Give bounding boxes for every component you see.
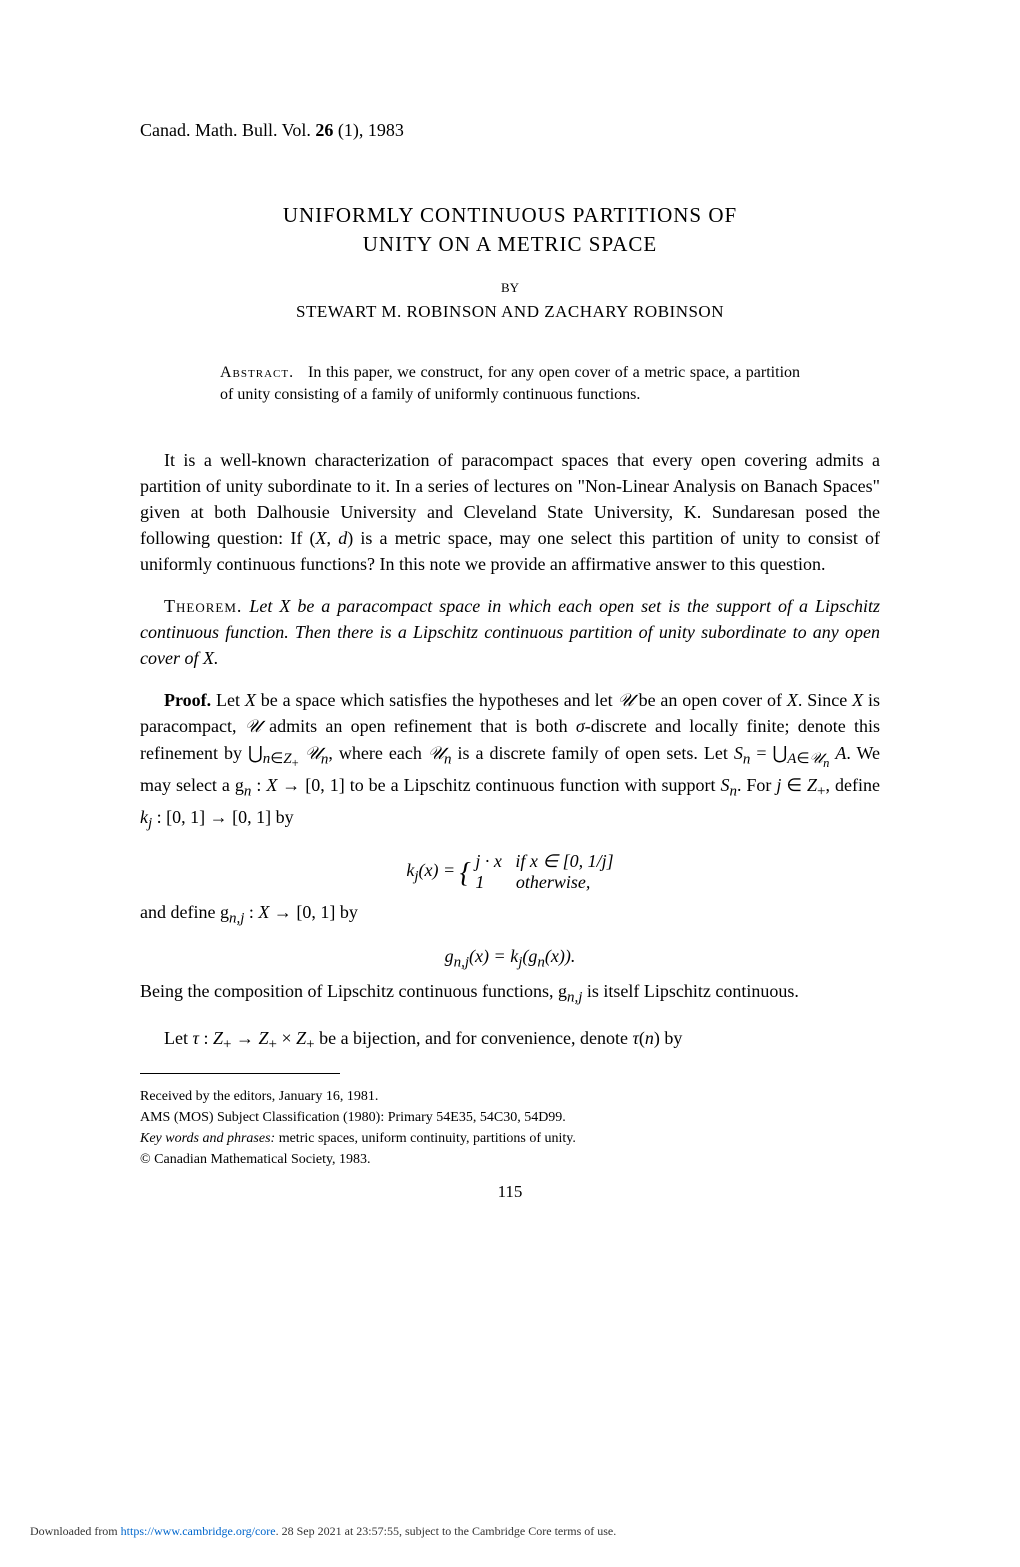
authors: STEWART M. ROBINSON AND ZACHARY ROBINSON [140, 302, 880, 322]
proof-text-3: Being the composition of Lipschitz conti… [140, 981, 799, 1001]
journal-volume: 26 [315, 120, 333, 140]
footnote-received: Received by the editors, January 16, 198… [140, 1086, 880, 1107]
proof-label: Proof. [164, 690, 211, 710]
proof-paragraph-1: Proof. Let X be a space which satisfies … [140, 687, 880, 835]
proof-paragraph-4: Let τ : Z+ → Z+ × Z+ be a bijection, and… [140, 1025, 880, 1056]
download-link[interactable]: https://www.cambridge.org/core [121, 1524, 276, 1538]
journal-header: Canad. Math. Bull. Vol. 26 (1), 1983 [140, 120, 880, 141]
math-gnj-definition: gn,j(x) = kj(gn(x)). [140, 946, 880, 972]
paper-page: Canad. Math. Bull. Vol. 26 (1), 1983 UNI… [0, 0, 1020, 1242]
footnote-keywords-text: metric spaces, uniform continuity, parti… [275, 1131, 576, 1146]
download-suffix: . 28 Sep 2021 at 23:57:55, subject to th… [276, 1524, 617, 1538]
footnote-keywords: Key words and phrases: metric spaces, un… [140, 1128, 880, 1149]
page-number: 115 [140, 1182, 880, 1202]
footnote-rule [140, 1073, 340, 1082]
download-prefix: Downloaded from [30, 1524, 121, 1538]
abstract-text: In this paper, we construct, for any ope… [220, 364, 800, 403]
intro-paragraph: It is a well-known characterization of p… [140, 447, 880, 577]
footnote-copyright: © Canadian Mathematical Society, 1983. [140, 1149, 880, 1170]
proof-paragraph-3: Being the composition of Lipschitz conti… [140, 978, 880, 1009]
footnote-ams: AMS (MOS) Subject Classification (1980):… [140, 1107, 880, 1128]
journal-issue: (1), 1983 [338, 120, 404, 140]
title-line-1: UNIFORMLY CONTINUOUS PARTITIONS OF [283, 203, 737, 227]
title-line-2: UNITY ON A METRIC SPACE [363, 232, 657, 256]
footnote-keywords-label: Key words and phrases: [140, 1131, 275, 1146]
paper-title: UNIFORMLY CONTINUOUS PARTITIONS OF UNITY… [140, 201, 880, 260]
theorem-text: Let X be a paracompact space in which ea… [140, 596, 880, 668]
abstract: Abstract. In this paper, we construct, f… [220, 362, 800, 407]
para1-text: It is a well-known characterization of p… [140, 450, 880, 574]
theorem-statement: Theorem. Let X be a paracompact space in… [140, 593, 880, 671]
abstract-label: Abstract. [220, 364, 294, 381]
proof-text-1: Let X be a space which satisfies the hyp… [140, 690, 880, 826]
theorem-label: Theorem. [164, 596, 242, 616]
footnotes-block: Received by the editors, January 16, 198… [140, 1086, 880, 1170]
journal-name: Canad. Math. Bull. Vol. [140, 120, 311, 140]
proof-paragraph-2: and define gn,j : X → [0, 1] by [140, 899, 880, 930]
by-label: BY [140, 280, 880, 296]
proof-text-4: Let τ : Z+ → Z+ × Z+ be a bijection, and… [164, 1028, 682, 1048]
download-footer: Downloaded from https://www.cambridge.or… [30, 1524, 616, 1539]
math-kj-definition: kj(x) = { j · x if x ∈ [0, 1/j]1 otherwi… [140, 851, 880, 893]
proof-text-2: and define gn,j : X → [0, 1] by [140, 902, 358, 922]
